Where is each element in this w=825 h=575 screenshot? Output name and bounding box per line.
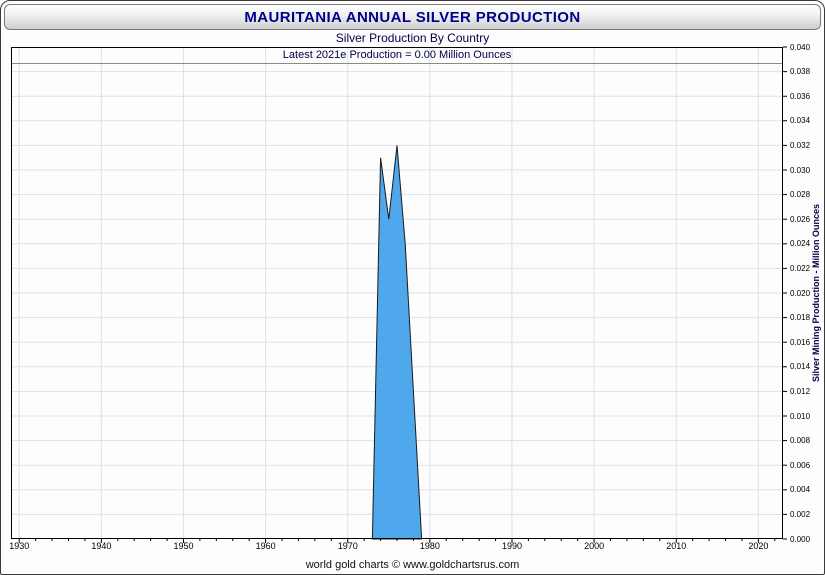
y-tick-label: 0.012: [790, 386, 811, 396]
y-tick-label: 0.006: [790, 460, 811, 470]
y-tick-label: 0.034: [790, 116, 811, 126]
y-tick-label: 0.018: [790, 313, 811, 323]
chart-subtitle: Silver Production By Country: [335, 31, 490, 45]
y-tick-label: 0.040: [790, 42, 811, 52]
y-tick-label: 0.004: [790, 485, 811, 495]
y-tick-label: 0.000: [790, 534, 811, 544]
chart-title-bar: MAURITANIA ANNUAL SILVER PRODUCTION: [4, 4, 821, 30]
y-tick-label: 0.030: [790, 165, 811, 175]
x-tick-label: 1970: [337, 541, 358, 551]
y-tick-label: 0.008: [790, 436, 811, 446]
y-tick-label: 0.038: [790, 67, 811, 77]
x-tick-label: 2010: [666, 541, 687, 551]
y-tick-label: 0.020: [790, 288, 811, 298]
x-tick-label: 1940: [91, 541, 112, 551]
y-tick-label: 0.024: [790, 239, 811, 249]
y-tick-label: 0.016: [790, 337, 811, 347]
y-tick-label: 0.036: [790, 91, 811, 101]
y-tick-label: 0.026: [790, 214, 811, 224]
y-tick-label: 0.010: [790, 411, 811, 421]
y-tick-label: 0.032: [790, 140, 811, 150]
latest-production-annotation: Latest 2021e Production = 0.00 Million O…: [282, 49, 512, 61]
chart-footer: world gold charts © www.goldchartsrus.co…: [305, 559, 520, 571]
plot-area: [11, 46, 787, 543]
y-tick-label: 0.002: [790, 509, 811, 519]
x-tick-label: 1960: [255, 541, 276, 551]
x-tick-label: 1950: [173, 541, 194, 551]
x-tick-label: 1990: [501, 541, 522, 551]
x-tick-label: 1980: [419, 541, 440, 551]
y-axis-title: Silver Mining Production - Million Ounce…: [811, 204, 821, 383]
production-area-series: [371, 145, 423, 540]
x-tick-label: 2000: [584, 541, 605, 551]
x-tick-label: 1930: [9, 541, 30, 551]
plot-border: [11, 47, 783, 539]
chart-title: MAURITANIA ANNUAL SILVER PRODUCTION: [244, 8, 581, 26]
y-tick-label: 0.014: [790, 362, 811, 372]
x-tick-label: 2020: [748, 541, 769, 551]
y-tick-label: 0.028: [790, 190, 811, 200]
y-tick-label: 0.022: [790, 263, 811, 273]
